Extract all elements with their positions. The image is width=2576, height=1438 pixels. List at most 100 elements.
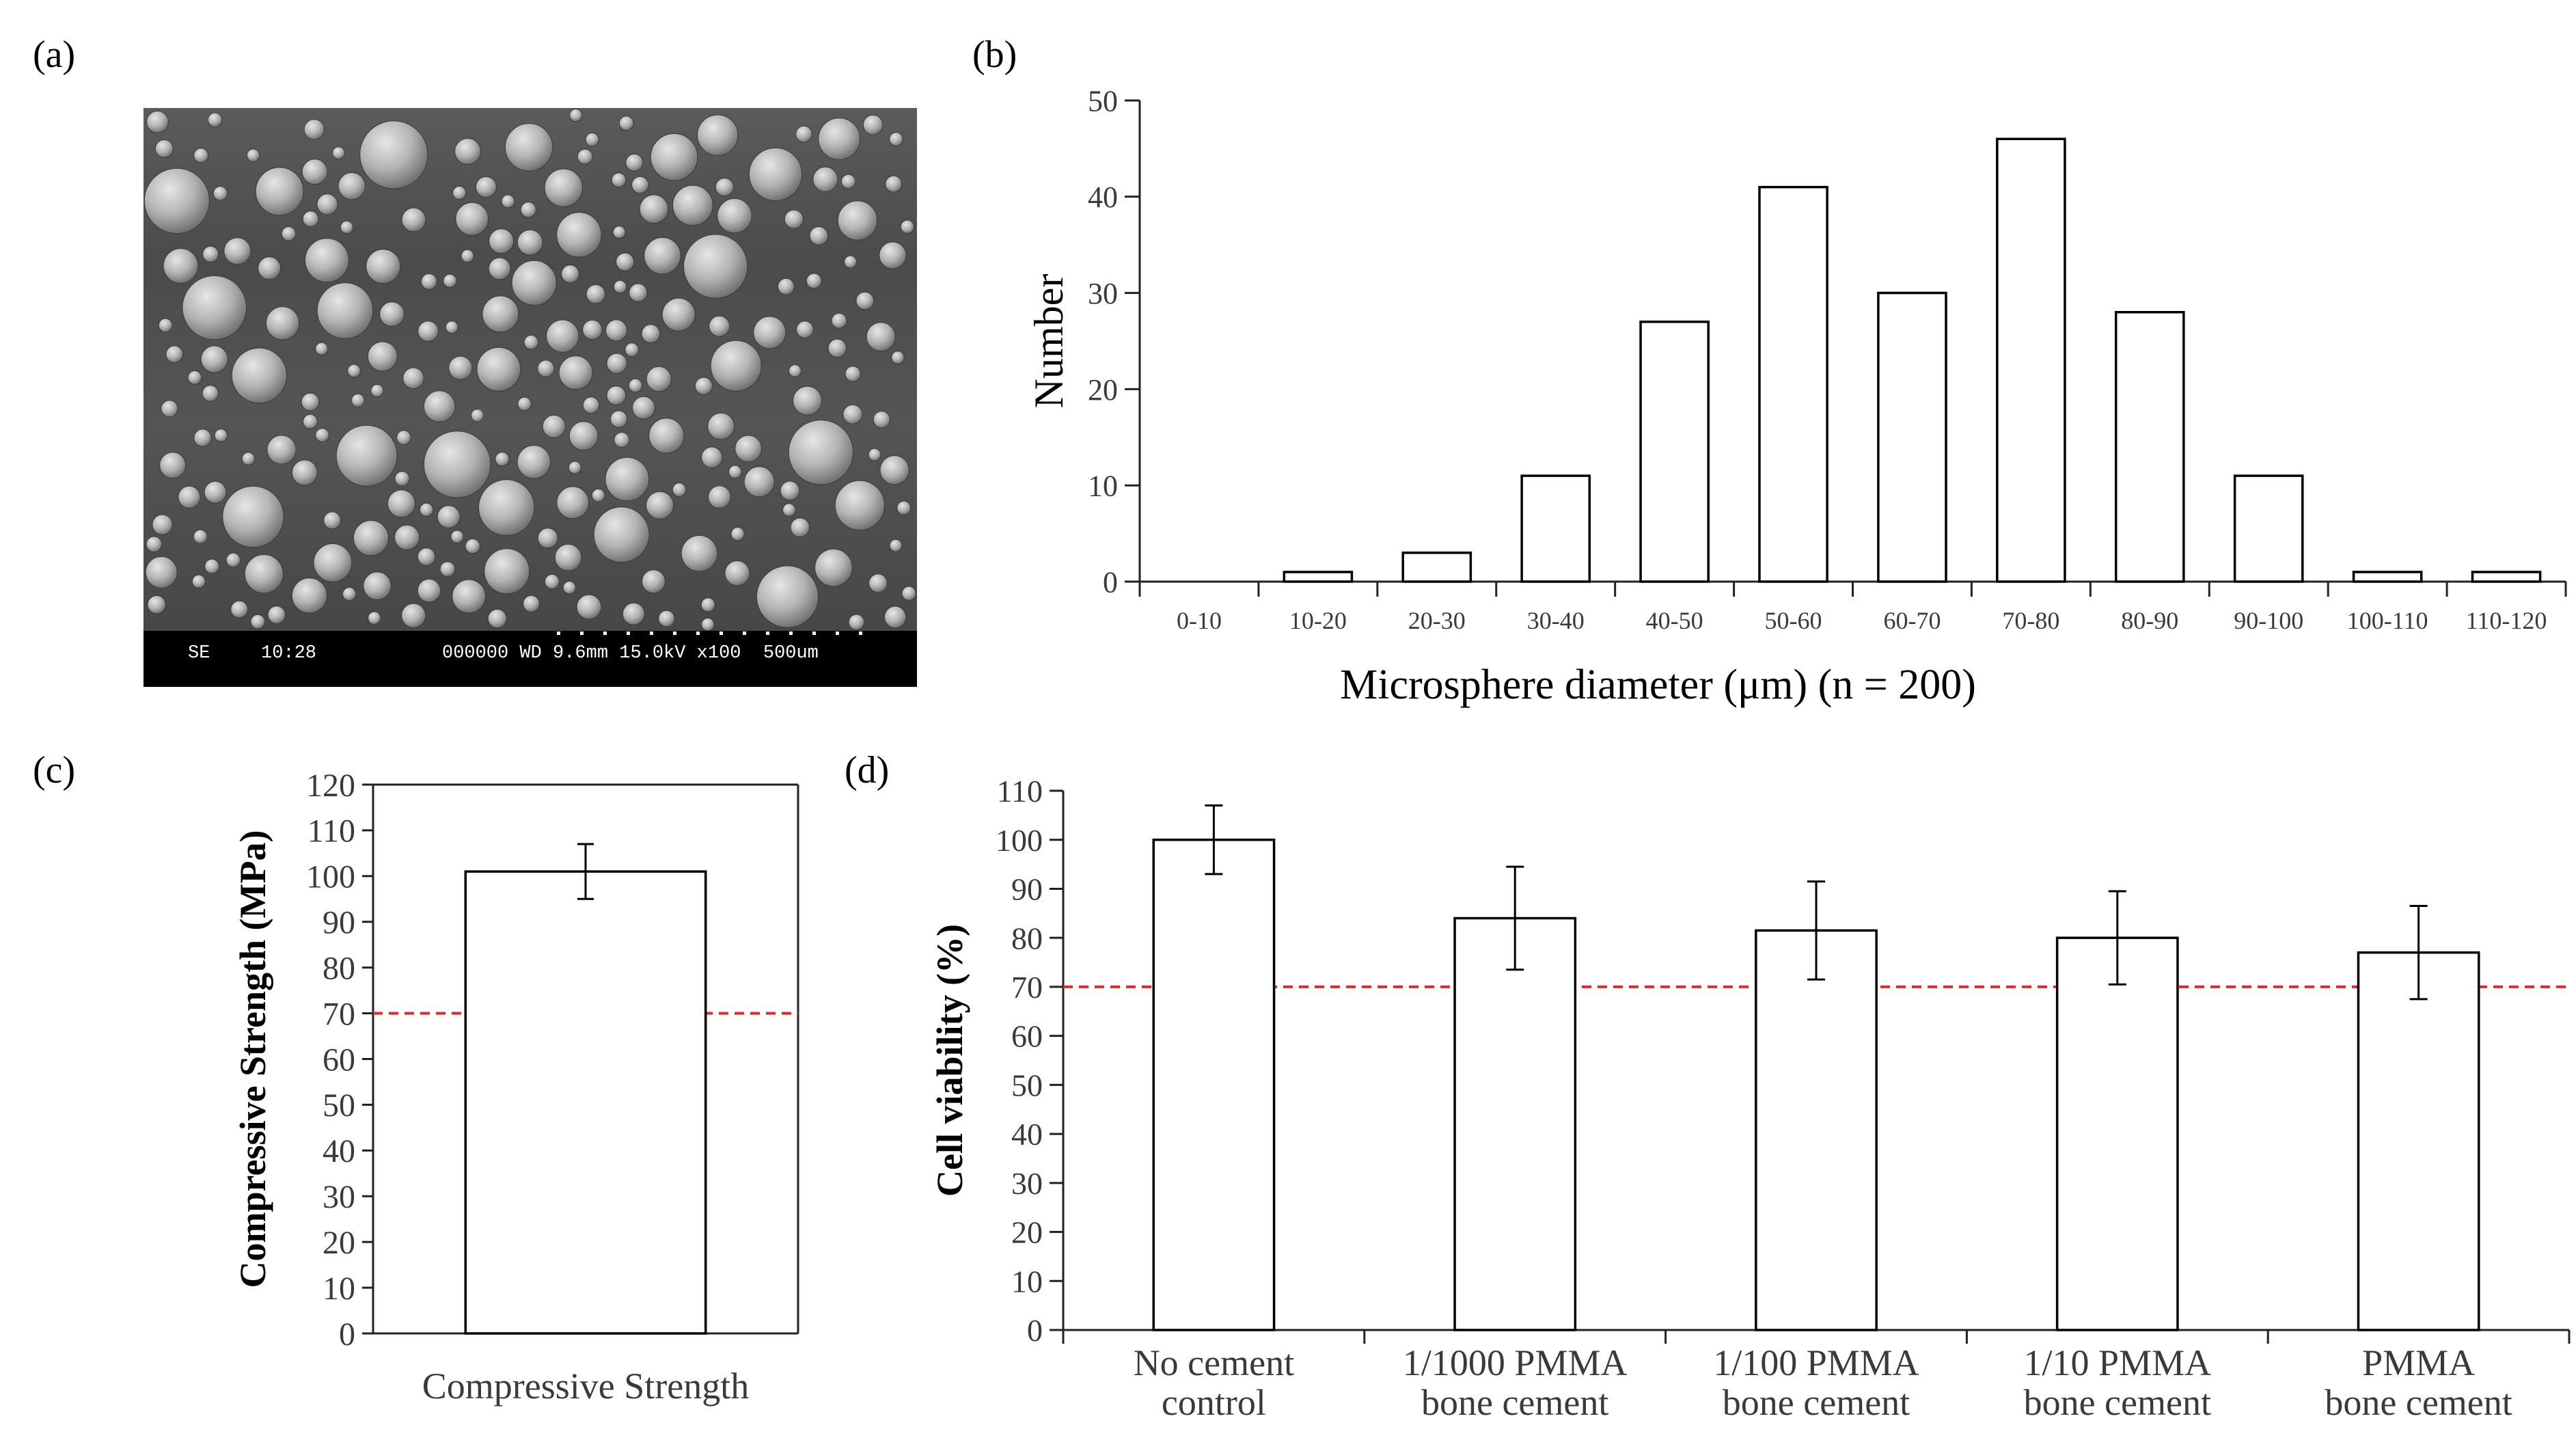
microsphere bbox=[465, 538, 480, 554]
y-tick-label: 40 bbox=[1011, 1117, 1043, 1152]
y-tick-label: 120 bbox=[306, 768, 355, 804]
microsphere bbox=[230, 600, 249, 619]
microsphere bbox=[614, 432, 630, 448]
bar bbox=[1758, 185, 1828, 583]
microsphere bbox=[812, 166, 838, 192]
microsphere bbox=[368, 611, 381, 625]
microsphere bbox=[710, 340, 762, 392]
microsphere bbox=[605, 319, 628, 342]
microsphere bbox=[648, 418, 685, 454]
microsphere bbox=[231, 347, 288, 404]
y-tick-label: 30 bbox=[1088, 277, 1118, 310]
microsphere bbox=[609, 410, 628, 429]
microsphere bbox=[834, 480, 886, 531]
x-tick-label: 40-50 bbox=[1646, 607, 1703, 634]
microsphere bbox=[556, 212, 602, 258]
microsphere bbox=[182, 275, 247, 340]
microsphere bbox=[316, 282, 374, 339]
x-tick-label: 1/100 PMMA bbox=[1713, 1342, 1919, 1383]
sem-info-bar bbox=[143, 631, 917, 687]
microsphere bbox=[387, 489, 416, 518]
microsphere bbox=[782, 503, 796, 517]
microsphere bbox=[394, 524, 420, 550]
microsphere bbox=[370, 384, 384, 398]
bar bbox=[1755, 929, 1878, 1331]
microsphere bbox=[683, 234, 748, 299]
y-tick-label: 40 bbox=[1088, 180, 1118, 214]
microsphere bbox=[437, 505, 461, 529]
microsphere bbox=[487, 608, 507, 629]
microsphere bbox=[753, 316, 786, 349]
sem-micrograph: SE 10:28 000000 WD 9.6mm 15.0kV x100 500… bbox=[143, 108, 917, 687]
microsphere bbox=[646, 366, 672, 392]
bar bbox=[2233, 474, 2304, 583]
microsphere bbox=[901, 586, 916, 601]
microsphere bbox=[417, 321, 439, 342]
microsphere bbox=[558, 355, 593, 390]
microsphere bbox=[613, 280, 627, 294]
microsphere bbox=[482, 295, 519, 333]
compressive-strength-chart: 0 10 20 30 40 50 60 70 80 90 100 110 120 Compressive … bbox=[232, 768, 799, 1407]
microsphere bbox=[154, 139, 174, 158]
microsphere bbox=[301, 159, 328, 185]
microsphere bbox=[708, 485, 731, 509]
microsphere bbox=[450, 530, 464, 543]
microsphere bbox=[568, 421, 599, 451]
microsphere bbox=[728, 465, 742, 479]
microsphere bbox=[204, 558, 220, 574]
microsphere bbox=[367, 341, 398, 372]
microsphere bbox=[806, 273, 822, 289]
microsphere bbox=[445, 321, 458, 334]
microsphere bbox=[883, 606, 907, 629]
microsphere bbox=[618, 116, 634, 131]
microsphere bbox=[842, 404, 863, 424]
microsphere bbox=[402, 367, 424, 390]
microsphere bbox=[147, 595, 166, 614]
microsphere bbox=[672, 483, 687, 497]
microsphere bbox=[837, 200, 878, 241]
microsphere bbox=[554, 543, 582, 571]
microsphere bbox=[417, 578, 441, 603]
microsphere bbox=[353, 520, 389, 556]
x-tick-label: 20-30 bbox=[1408, 607, 1466, 634]
y-tick-label: 100 bbox=[996, 823, 1043, 858]
x-tick-label: bone cement bbox=[1723, 1382, 1910, 1423]
x-tick-label: 60-70 bbox=[1883, 607, 1941, 634]
microsphere bbox=[743, 466, 775, 498]
y-tick-label: 0 bbox=[1027, 1313, 1043, 1348]
microsphere bbox=[546, 319, 579, 353]
microsphere bbox=[585, 133, 599, 147]
microsphere bbox=[576, 594, 602, 620]
microsphere bbox=[778, 277, 795, 295]
microsphere bbox=[191, 574, 206, 588]
microsphere bbox=[340, 220, 354, 234]
panel-label-d: (d) bbox=[845, 749, 889, 791]
bar bbox=[1877, 291, 1947, 583]
microsphere bbox=[517, 396, 532, 411]
microsphere bbox=[202, 385, 219, 402]
microsphere bbox=[730, 527, 745, 541]
y-tick-label: 60 bbox=[323, 1042, 355, 1078]
microsphere bbox=[323, 511, 342, 530]
x-tick-label: PMMA bbox=[2362, 1342, 2475, 1383]
microsphere bbox=[790, 517, 810, 538]
microsphere bbox=[900, 219, 915, 234]
microsphere bbox=[303, 413, 318, 429]
bar bbox=[2357, 951, 2480, 1331]
microsphere bbox=[193, 529, 208, 544]
microsphere bbox=[793, 385, 823, 416]
microsphere bbox=[889, 539, 903, 552]
microsphere bbox=[200, 345, 228, 373]
microsphere bbox=[520, 202, 536, 218]
microsphere bbox=[642, 569, 666, 594]
microsphere bbox=[616, 252, 635, 271]
microsphere bbox=[417, 547, 436, 566]
microsphere bbox=[351, 393, 365, 407]
x-tick-label: 90-100 bbox=[2234, 607, 2303, 634]
microsphere bbox=[423, 390, 456, 422]
microsphere bbox=[542, 414, 566, 439]
microsphere bbox=[658, 610, 675, 627]
microsphere bbox=[724, 560, 750, 586]
microsphere bbox=[818, 118, 861, 161]
sem-scale-bar bbox=[557, 632, 862, 635]
